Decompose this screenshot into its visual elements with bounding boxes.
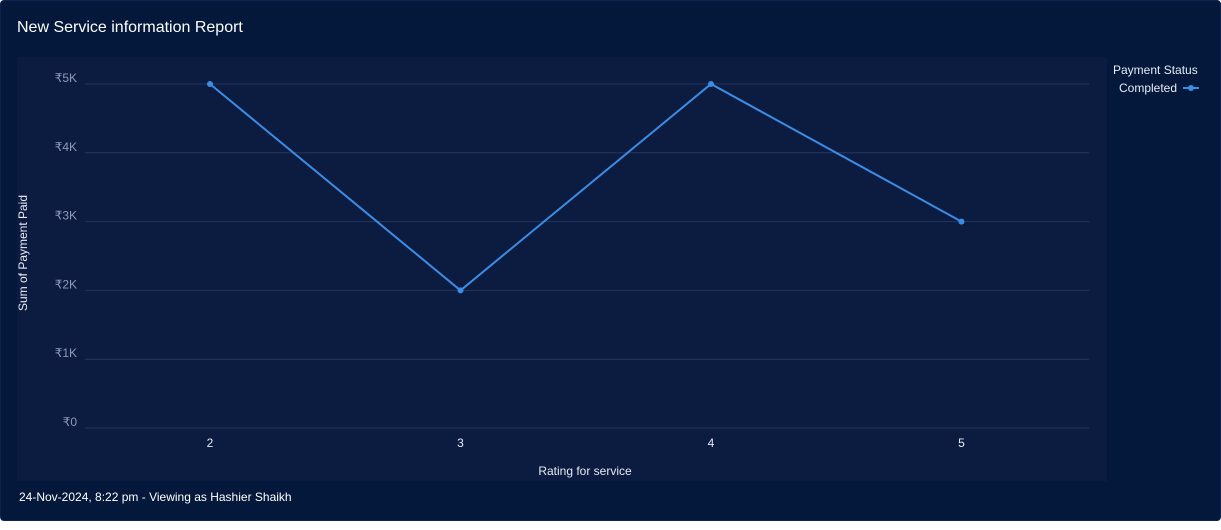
- chart-area: ₹0 ₹1K ₹2K ₹3K ₹4K ₹5K 2 3 4 5 Rating for servic…: [17, 57, 1205, 481]
- footer-viewing-info: 24-Nov-2024, 8:22 pm - Viewing as Hashie…: [19, 490, 292, 504]
- series-points: [207, 81, 965, 294]
- legend-title: Payment Status: [1113, 63, 1198, 77]
- y-tick-label: ₹1K: [55, 346, 77, 360]
- y-tick-label: ₹3K: [55, 209, 77, 223]
- line-marker-icon: [1183, 85, 1200, 91]
- x-tick-label: 3: [457, 436, 464, 450]
- x-axis-ticks: 2 3 4 5: [207, 436, 966, 450]
- x-tick-label: 2: [207, 436, 214, 450]
- x-tick-label: 4: [708, 436, 715, 450]
- y-tick-label: ₹5K: [55, 71, 77, 85]
- y-tick-label: ₹0: [63, 415, 78, 429]
- data-point[interactable]: [207, 81, 213, 87]
- y-tick-label: ₹2K: [55, 277, 77, 291]
- legend: Payment Status Completed: [1107, 57, 1205, 481]
- gridlines: [85, 83, 1089, 429]
- x-tick-label: 5: [958, 436, 965, 450]
- y-tick-label: ₹4K: [55, 140, 77, 154]
- legend-item-completed[interactable]: Completed: [1119, 80, 1200, 96]
- line-chart: ₹0 ₹1K ₹2K ₹3K ₹4K ₹5K 2 3 4 5 Rating for servic…: [17, 71, 1089, 478]
- data-point[interactable]: [708, 81, 714, 87]
- y-axis-title: Sum of Payment Paid: [17, 195, 30, 311]
- series-line-completed: [209, 82, 962, 292]
- report-title: New Service information Report: [17, 19, 243, 36]
- series-lines: [209, 82, 962, 292]
- legend-item-label: Completed: [1119, 81, 1178, 95]
- x-axis-title: Rating for service: [538, 464, 632, 478]
- data-point[interactable]: [958, 218, 965, 225]
- y-axis-ticks: ₹0 ₹1K ₹2K ₹3K ₹4K ₹5K: [55, 71, 78, 429]
- data-point[interactable]: [457, 287, 464, 294]
